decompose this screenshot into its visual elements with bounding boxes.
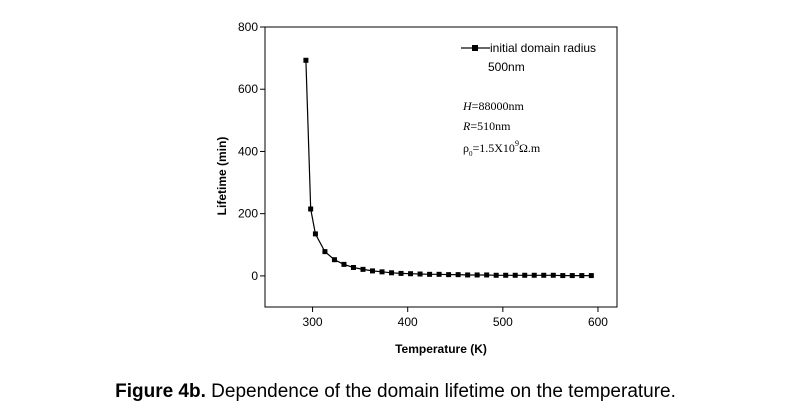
data-point-marker <box>474 272 480 278</box>
data-point-marker <box>569 273 575 279</box>
y-tick-label: 800 <box>238 20 258 34</box>
data-point-marker <box>531 272 537 278</box>
y-tick-label: 600 <box>238 82 258 96</box>
legend-marker <box>472 45 478 51</box>
data-point-marker <box>560 273 566 279</box>
y-tick-label: 200 <box>238 207 258 221</box>
series-line <box>305 60 592 277</box>
data-point-marker <box>322 249 328 255</box>
series-layer <box>303 57 594 279</box>
caption-label: Figure 4b. <box>115 381 206 402</box>
annotation-r-symbol: R <box>462 119 471 133</box>
data-point-marker <box>308 206 314 212</box>
data-point-marker <box>350 264 356 270</box>
data-point-marker <box>522 272 528 278</box>
data-point-marker <box>379 269 385 275</box>
data-point-marker <box>398 270 404 276</box>
annotation-rho-exponent: 9 <box>515 139 519 148</box>
data-point-marker <box>436 271 442 277</box>
caption-text: Dependence of the domain lifetime on the… <box>205 381 676 402</box>
annotation-rho-value: =1.5X10 <box>473 141 515 155</box>
x-tick-label: 500 <box>493 315 513 329</box>
plot-frame-rect <box>264 26 618 308</box>
data-point-marker <box>370 268 376 274</box>
annotation-rho-unit: Ω.m <box>519 141 541 155</box>
annotation-h-value: =88000nm <box>472 99 525 113</box>
data-point-marker <box>331 257 337 263</box>
data-point-marker <box>484 272 490 278</box>
data-point-marker <box>427 271 433 277</box>
data-point-marker <box>455 272 461 278</box>
data-point-marker <box>541 272 547 278</box>
data-point-marker <box>465 272 471 278</box>
legend: initial domain radius 500nm <box>461 41 596 74</box>
data-point-marker <box>550 272 556 278</box>
legend-label-line2: 500nm <box>488 60 525 74</box>
annotation-rho-subscript: 0 <box>469 150 473 158</box>
annotation-h-symbol: H <box>462 99 473 113</box>
y-axis-title: Lifetime (min) <box>215 137 229 216</box>
legend-label-line1: initial domain radius <box>490 41 596 55</box>
annotation-r: R=510nm <box>462 119 511 133</box>
data-point-marker <box>408 271 414 277</box>
data-point-marker <box>512 272 518 278</box>
data-point-marker <box>389 270 395 276</box>
data-point-marker <box>579 273 585 279</box>
x-tick-label: 300 <box>303 315 323 329</box>
x-tick-label: 400 <box>398 315 418 329</box>
annotation-r-value: =510nm <box>470 119 511 133</box>
data-point-marker <box>312 231 318 237</box>
annotation-rho-symbol: ρ <box>463 141 469 155</box>
data-point-marker <box>417 271 423 277</box>
data-point-marker <box>360 266 366 272</box>
axis-ticks: 300 400 500 600 0 200 400 600 800 <box>238 20 608 329</box>
data-point-marker <box>341 261 347 267</box>
data-point-marker <box>588 273 594 279</box>
plot-frame <box>264 26 618 308</box>
x-axis-title: Temperature (K) <box>395 342 487 356</box>
data-point-marker <box>503 272 509 278</box>
x-tick-label: 600 <box>588 315 608 329</box>
y-tick-label: 400 <box>238 144 258 158</box>
annotation-h: H=88000nm <box>462 99 524 113</box>
data-point-marker <box>446 272 452 278</box>
annotation-rho: ρ0=1.5X109Ω.m <box>463 139 541 158</box>
figure-caption: Figure 4b. Dependence of the domain life… <box>0 381 791 403</box>
data-point-marker <box>303 57 309 63</box>
y-tick-label: 0 <box>251 269 258 283</box>
parameter-annotations: H=88000nm R=510nm ρ0=1.5X109Ω.m <box>462 99 541 158</box>
lifetime-temperature-chart: 300 400 500 600 0 200 400 600 800 initial domain… <box>215 20 618 356</box>
data-point-marker <box>493 272 499 278</box>
